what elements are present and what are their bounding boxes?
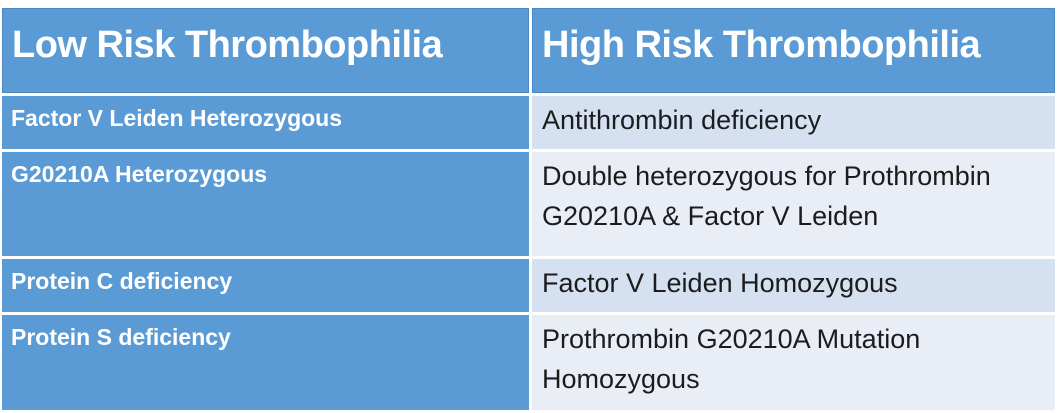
table-cell-low-risk-row-3: Protein C deficiency	[2, 259, 529, 312]
thrombophilia-risk-table: Low Risk Thrombophilia High Risk Thrombo…	[2, 8, 1055, 410]
table-cell-high-risk-row-1: Antithrombin deficiency	[532, 96, 1055, 149]
table-cell-high-risk-row-4: Prothrombin G20210A Mutation Homozygous	[532, 315, 1055, 410]
column-header-high-risk: High Risk Thrombophilia	[532, 8, 1055, 93]
table-cell-high-risk-row-3: Factor V Leiden Homozygous	[532, 259, 1055, 312]
table-cell-low-risk-row-1: Factor V Leiden Heterozygous	[2, 96, 529, 149]
table-cell-low-risk-row-4: Protein S deficiency	[2, 315, 529, 410]
table-cell-low-risk-row-2: G20210A Heterozygous	[2, 152, 529, 256]
column-header-low-risk: Low Risk Thrombophilia	[2, 8, 529, 93]
table-cell-high-risk-row-2: Double heterozygous for Prothrombin G202…	[532, 152, 1055, 256]
